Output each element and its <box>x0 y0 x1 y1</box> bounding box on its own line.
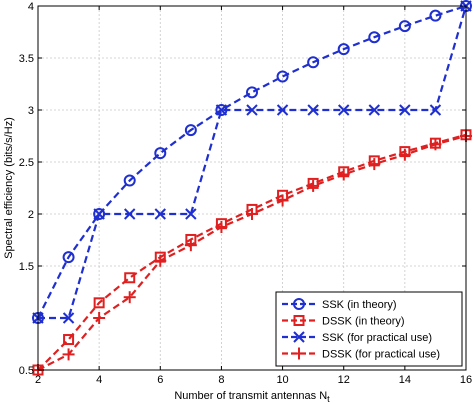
data-point <box>399 104 411 116</box>
data-point <box>276 194 289 207</box>
y-tick-label: 3.5 <box>19 53 34 65</box>
x-tick-label: 14 <box>399 374 411 386</box>
data-point <box>62 251 75 264</box>
y-tick-label: 2.5 <box>19 157 34 169</box>
x-axis-label-subscript: t <box>327 394 330 404</box>
data-point <box>337 43 350 56</box>
y-axis-label: Spectral efficiency (bits/s/Hz) <box>3 117 15 259</box>
data-point <box>154 208 166 220</box>
data-point <box>429 104 442 116</box>
data-point <box>215 221 228 233</box>
data-point <box>123 174 136 187</box>
data-point <box>215 104 228 116</box>
marker-stroke <box>399 104 411 116</box>
legend-label: SSK (in theory) <box>322 299 397 311</box>
y-tick-label: 2 <box>28 209 34 221</box>
data-point <box>337 168 350 181</box>
series-4 <box>32 130 472 376</box>
series-line <box>37 4 467 319</box>
data-point <box>429 138 442 151</box>
marker-stroke <box>429 104 442 116</box>
data-point <box>124 272 136 284</box>
data-point <box>154 254 167 267</box>
legend-marker <box>293 298 305 310</box>
series-3 <box>32 0 472 324</box>
data-point <box>184 239 197 252</box>
marker-stroke <box>62 312 75 324</box>
x-tick-label: 8 <box>218 374 224 386</box>
y-tick-label: 1.5 <box>19 261 34 273</box>
legend-entry: SSK (in theory) <box>282 298 397 311</box>
marker-stroke <box>124 208 136 220</box>
data-point <box>368 31 381 44</box>
data-point <box>93 297 105 309</box>
data-point <box>184 124 197 137</box>
plot-area <box>37 5 467 371</box>
legend-label: SSK (for practical use) <box>322 332 432 344</box>
marker-stroke <box>307 104 319 116</box>
data-point <box>338 104 350 116</box>
x-tick-label: 4 <box>96 374 102 386</box>
x-axis-label-main: Number of transmit antennas N <box>174 390 327 402</box>
axis-ticks: 2 4 6 8 10 12 14 16 0.5 1.5 2 2.5 3 3.5 4 <box>19 1 472 386</box>
x-tick-label: 16 <box>460 374 472 386</box>
series-layer <box>32 0 472 376</box>
y-tick-label: 3 <box>28 105 34 117</box>
data-point <box>368 104 380 116</box>
x-tick-label: 12 <box>338 374 350 386</box>
x-axis-label: Number of transmit antennas Nt <box>174 390 330 404</box>
data-point <box>154 147 167 160</box>
marker-stroke <box>246 104 258 116</box>
data-point <box>307 104 319 116</box>
data-point <box>276 104 289 116</box>
marker-stroke <box>338 104 350 116</box>
marker-stroke <box>215 104 228 116</box>
data-point <box>93 312 106 324</box>
data-point <box>124 208 136 220</box>
x-tick-label: 2 <box>35 374 41 386</box>
data-point <box>93 208 105 220</box>
data-point <box>368 158 381 171</box>
data-point <box>276 70 289 83</box>
marker-stroke <box>276 104 289 116</box>
data-point <box>185 208 197 220</box>
data-point <box>307 56 320 69</box>
marker-stroke <box>154 208 166 220</box>
data-point <box>62 312 75 324</box>
legend-marker <box>293 347 305 360</box>
data-point <box>63 334 75 346</box>
series-1 <box>32 0 472 324</box>
marker-stroke <box>93 208 105 220</box>
x-tick-label: 10 <box>276 374 288 386</box>
y-tick-label: 0.5 <box>19 365 34 377</box>
data-point <box>123 291 136 304</box>
marker-stroke <box>293 331 305 343</box>
data-point <box>398 20 411 33</box>
data-point <box>429 9 442 22</box>
x-tick-label: 6 <box>157 374 163 386</box>
data-point <box>246 86 258 99</box>
data-point <box>398 148 411 161</box>
data-point <box>307 179 320 192</box>
legend-box <box>275 291 463 367</box>
legend-label: DSSK (for practical use) <box>322 349 440 361</box>
data-point <box>246 104 258 116</box>
data-point <box>62 348 75 361</box>
legend-marker <box>293 315 305 326</box>
marker-stroke <box>368 104 380 116</box>
legend: SSK (in theory) DSSK (in theory) SSK (for … <box>275 291 463 367</box>
legend-label: DSSK (in theory) <box>322 316 405 328</box>
data-point <box>246 208 258 220</box>
legend-entry: SSK (for practical use) <box>282 331 432 344</box>
marker-stroke <box>185 208 197 220</box>
legend-marker <box>293 331 305 343</box>
y-tick-label: 4 <box>28 1 34 13</box>
legend-entry: DSSK (in theory) <box>282 315 405 328</box>
legend-entry: DSSK (for practical use) <box>282 347 440 361</box>
